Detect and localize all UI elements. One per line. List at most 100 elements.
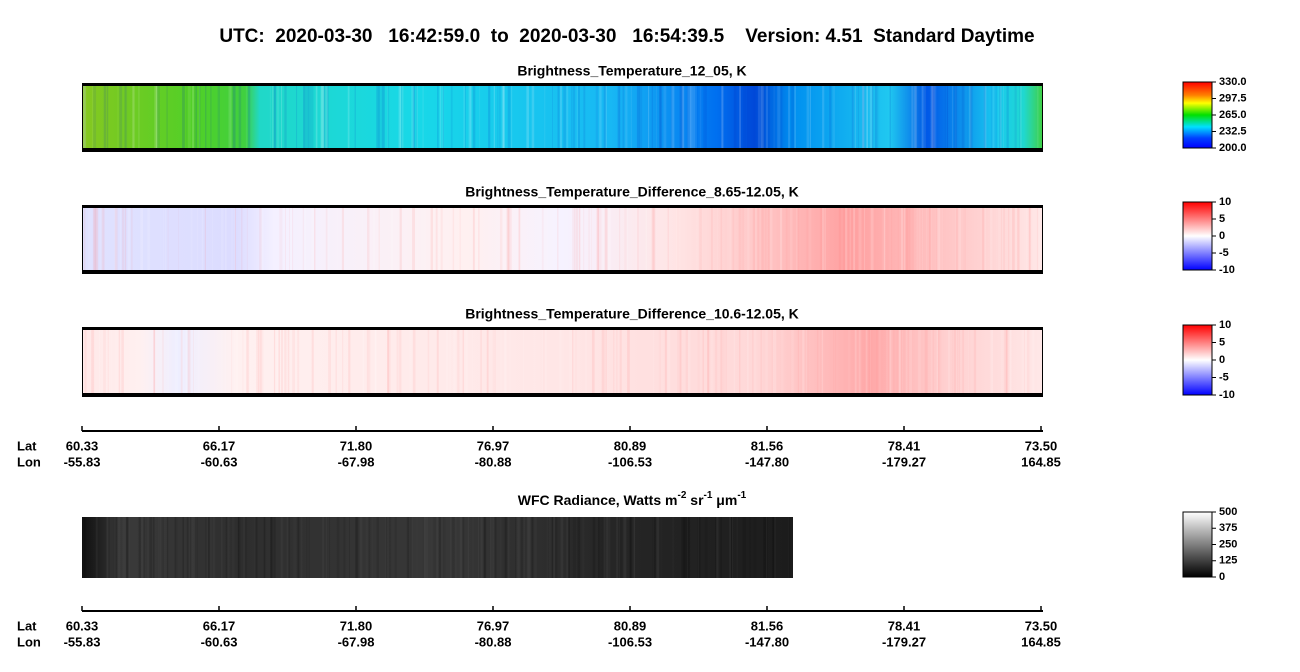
texture (145, 517, 147, 578)
lon-label: -179.27 (882, 454, 926, 469)
texture (617, 86, 620, 149)
texture (326, 517, 328, 578)
texture (287, 330, 290, 394)
texture (915, 86, 918, 149)
texture (88, 208, 90, 271)
texture (114, 208, 118, 271)
texture (386, 517, 387, 578)
texture (225, 517, 229, 578)
texture (190, 517, 192, 578)
texture (509, 330, 511, 394)
texture (502, 86, 505, 149)
texture (116, 517, 120, 578)
texture (235, 330, 239, 394)
texture (176, 517, 178, 578)
texture (963, 208, 966, 271)
texture (462, 517, 465, 578)
texture (521, 517, 524, 578)
texture (865, 330, 866, 394)
texture (566, 517, 569, 578)
texture (576, 208, 579, 271)
texture (574, 208, 578, 271)
texture (225, 330, 227, 394)
texture (186, 517, 189, 578)
texture (743, 517, 747, 578)
texture (871, 86, 874, 149)
texture (186, 86, 187, 149)
texture (259, 208, 262, 271)
colorbar-tick-label: 10 (1219, 319, 1231, 331)
texture (494, 330, 496, 394)
texture (878, 86, 880, 149)
texture (501, 86, 505, 149)
texture (770, 330, 774, 394)
texture (101, 208, 105, 271)
texture (752, 208, 755, 271)
texture (437, 86, 439, 149)
texture (962, 330, 964, 394)
panel-title: Brightness_Temperature_Difference_10.6-1… (465, 306, 799, 322)
texture (757, 208, 760, 271)
texture (284, 86, 287, 149)
texture (238, 86, 242, 149)
texture (767, 208, 770, 271)
texture (604, 208, 608, 271)
texture (624, 208, 626, 271)
texture (280, 86, 283, 149)
texture (166, 517, 169, 578)
lon-label: -67.98 (338, 454, 375, 469)
panel-border-bottom (82, 148, 1043, 152)
texture (752, 330, 754, 394)
texture (478, 208, 481, 271)
panel-border-top (82, 205, 1043, 208)
texture (435, 208, 438, 271)
texture (725, 330, 727, 394)
texture (242, 330, 244, 394)
texture (559, 330, 562, 394)
texture (110, 330, 113, 394)
texture (552, 86, 553, 149)
texture (287, 517, 289, 578)
texture (765, 517, 768, 578)
texture (630, 517, 632, 578)
texture (192, 517, 195, 578)
texture (529, 208, 531, 271)
texture (499, 86, 501, 149)
texture (281, 330, 284, 394)
texture (869, 330, 871, 394)
texture (92, 86, 94, 149)
texture (322, 517, 324, 578)
texture (196, 208, 198, 271)
texture (439, 208, 443, 271)
texture (342, 330, 344, 394)
texture (1001, 208, 1002, 271)
texture (187, 517, 190, 578)
texture (398, 330, 399, 394)
texture (755, 208, 759, 271)
texture (107, 86, 109, 149)
texture (124, 86, 128, 149)
texture (278, 330, 280, 394)
texture (1036, 208, 1038, 271)
texture (741, 208, 745, 271)
texture (849, 208, 852, 271)
texture (605, 86, 608, 149)
texture (768, 86, 770, 149)
texture (688, 517, 691, 578)
texture (423, 517, 426, 578)
title-superscript: -1 (704, 490, 713, 501)
texture (464, 86, 466, 149)
texture (652, 208, 655, 271)
texture (1004, 330, 1008, 394)
lat-label: 76.97 (477, 618, 510, 633)
texture (280, 517, 282, 578)
colorbar-tick-label: 330.0 (1219, 76, 1247, 88)
texture (350, 330, 351, 394)
texture (676, 208, 679, 271)
texture (220, 517, 223, 578)
texture (443, 517, 446, 578)
texture (228, 86, 232, 149)
colorbar-tick-label: 10 (1219, 196, 1231, 208)
texture (653, 517, 655, 578)
colorbar-tick-label: 297.5 (1219, 92, 1247, 104)
